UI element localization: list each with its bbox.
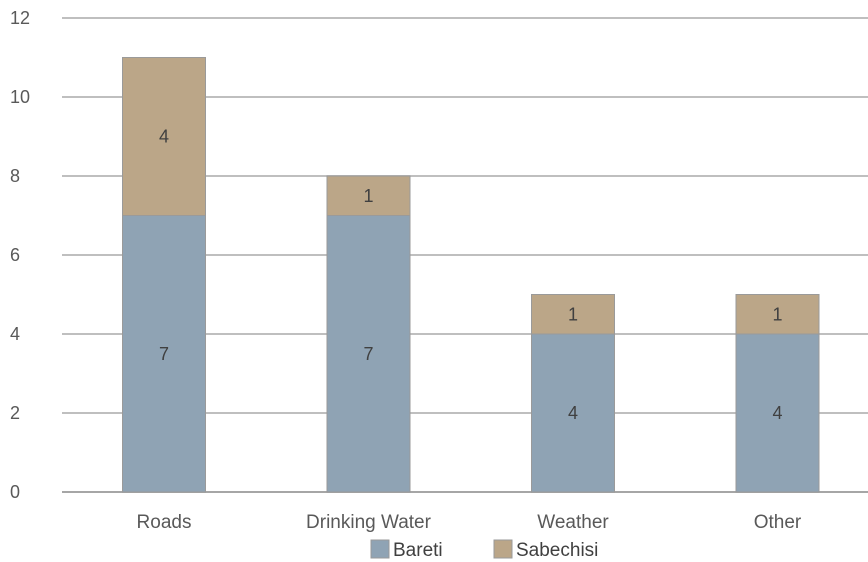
- x-category-label: Roads: [137, 512, 192, 533]
- y-tick-label: 0: [10, 482, 20, 502]
- bar-sabechisi-1: [326, 175, 411, 216]
- y-tick-label: 10: [10, 87, 30, 107]
- legend: Bareti Sabechisi: [370, 539, 598, 561]
- data-label: 7: [159, 344, 169, 364]
- y-axis-ticks: 0 2 4 6 8 10 12: [10, 8, 30, 502]
- legend-swatch-bareti: [370, 539, 390, 559]
- x-category-label: Other: [754, 512, 802, 533]
- x-axis-categories: Roads Drinking Water Weather Other: [137, 512, 802, 533]
- data-label: 1: [568, 304, 578, 324]
- x-category-label: Drinking Water: [306, 512, 432, 533]
- bar-bareti-2: [531, 333, 615, 493]
- bar-bareti-1: [326, 215, 411, 493]
- bar-bareti-0: [122, 215, 206, 493]
- bars: 7 4 7 1 4 1 4 1: [122, 57, 820, 493]
- legend-label: Bareti: [393, 540, 443, 561]
- legend-swatch-sabechisi: [493, 539, 513, 559]
- data-label: 4: [568, 403, 578, 423]
- data-label: 4: [772, 403, 782, 423]
- y-tick-label: 2: [10, 403, 20, 423]
- data-label: 4: [159, 127, 169, 147]
- data-label: 7: [363, 344, 373, 364]
- x-category-label: Weather: [537, 512, 609, 533]
- data-label: 1: [772, 304, 782, 324]
- y-tick-label: 12: [10, 8, 30, 28]
- bar-sabechisi-3: [735, 294, 820, 335]
- bar-sabechisi-2: [531, 294, 615, 335]
- bar-bareti-3: [735, 333, 820, 493]
- data-label: 1: [363, 186, 373, 206]
- legend-label: Sabechisi: [516, 540, 598, 561]
- bar-sabechisi-0: [122, 57, 206, 216]
- y-tick-label: 4: [10, 324, 20, 344]
- y-tick-label: 8: [10, 166, 20, 186]
- y-tick-label: 6: [10, 245, 20, 265]
